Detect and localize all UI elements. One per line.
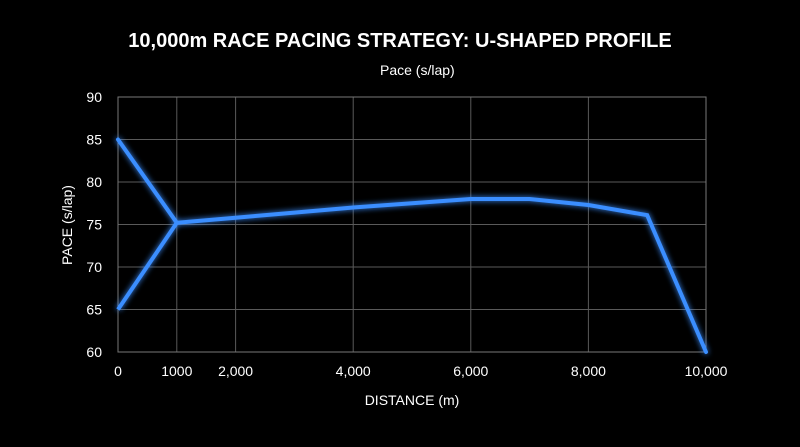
y-tick-label: 70 <box>86 259 102 275</box>
y-axis-label: PACE (s/lap) <box>59 185 75 265</box>
gridlines <box>117 96 707 353</box>
y-tick-label: 85 <box>86 132 102 148</box>
x-tick-label: 2,000 <box>218 363 253 379</box>
series-layer <box>116 137 708 354</box>
y-tick-label: 65 <box>86 302 102 318</box>
y-axis-ticks: 60 65 70 75 80 85 90 <box>86 89 102 360</box>
x-tick-label: 10,000 <box>685 363 728 379</box>
plot-frame <box>117 96 707 353</box>
x-tick-label: 1000 <box>161 363 192 379</box>
x-tick-label: 8,000 <box>571 363 606 379</box>
y-tick-label: 80 <box>86 174 102 190</box>
x-tick-label: 0 <box>114 363 122 379</box>
series-line <box>116 137 708 354</box>
y-tick-label: 60 <box>86 344 102 360</box>
y-tick-label: 90 <box>86 89 102 105</box>
x-tick-label: 4,000 <box>336 363 371 379</box>
legend: Pace (s/lap) <box>346 62 455 78</box>
x-axis-ticks: 0 1000 2,000 4,000 6,000 8,000 10,000 <box>114 363 728 379</box>
x-tick-label: 6,000 <box>453 363 488 379</box>
legend-label: Pace (s/lap) <box>380 62 455 78</box>
chart-title: 10,000m RACE PACING STRATEGY: U-SHAPED P… <box>128 30 671 52</box>
x-axis-label: DISTANCE (m) <box>365 392 460 408</box>
y-tick-label: 75 <box>86 217 102 233</box>
